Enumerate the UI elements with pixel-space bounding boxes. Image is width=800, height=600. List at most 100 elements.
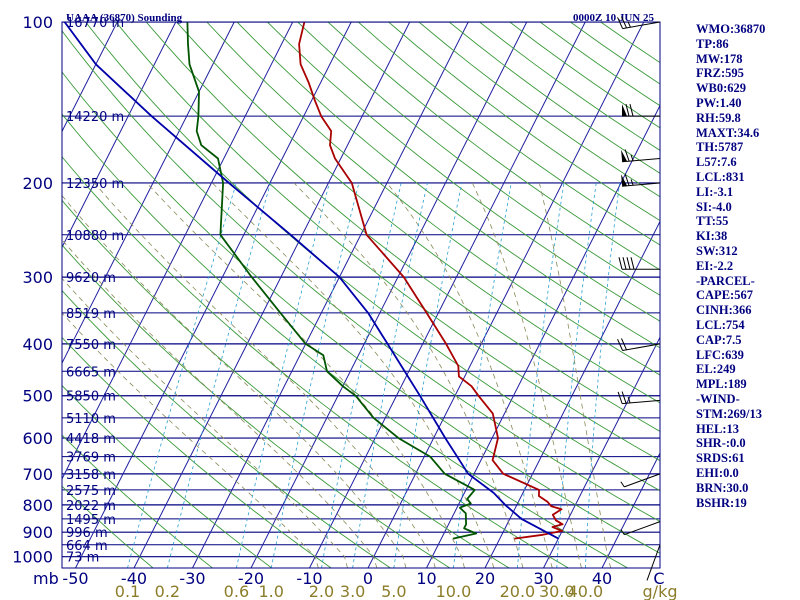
- pressure-tick-label: 300: [22, 268, 53, 287]
- isotherm-line: [0, 22, 59, 568]
- index-line: PW:1.40: [696, 95, 742, 110]
- index-line: BSHR:19: [696, 495, 747, 510]
- mixing-ratio-tick-label: 3.0: [340, 582, 365, 600]
- wind-barb-full: [626, 257, 631, 270]
- wind-barb-half: [630, 154, 634, 162]
- index-line: LCL:831: [696, 169, 745, 184]
- dry-adiabat-line: [62, 485, 154, 568]
- pressure-tick-label: 900: [22, 523, 53, 542]
- moist-adiabat-line: [539, 182, 612, 568]
- index-line: EHI:0.0: [696, 465, 739, 480]
- mixing-ratio-tick-label: 20.0: [500, 582, 536, 600]
- wind-barb-half: [627, 21, 631, 28]
- dry-adiabat-line: [358, 22, 660, 246]
- wind-barb-full: [618, 257, 623, 270]
- wind-barb: [646, 544, 661, 581]
- index-line: BRN:30.0: [696, 480, 749, 495]
- pressure-tick-label: 500: [22, 387, 53, 406]
- index-line: WMO:36870: [696, 22, 766, 36]
- index-line: LCL:754: [696, 317, 745, 332]
- grid-group: [0, 22, 660, 568]
- temperature-axis-unit: C: [653, 569, 664, 588]
- wind-barb: [617, 338, 661, 351]
- height-label: 4418 m: [66, 432, 116, 447]
- height-label: 2022 m: [66, 499, 116, 514]
- wind-barb-half: [627, 396, 631, 404]
- index-line: MW:178: [696, 51, 743, 66]
- wind-barb: [622, 104, 660, 117]
- mixing-ratio-tick-label: 5.0: [381, 582, 406, 600]
- temperature-tick-label: -50: [62, 569, 88, 588]
- pressure-tick-label: 600: [22, 429, 53, 448]
- moist-adiabat-line: [293, 182, 524, 568]
- height-label: 16770 m: [66, 16, 124, 31]
- mixing-ratio-line: [393, 182, 463, 568]
- index-line: MAXT:34.6: [696, 125, 760, 140]
- dry-adiabat-line: [62, 336, 332, 568]
- dry-adiabat-line: [327, 22, 660, 271]
- height-label: 3769 m: [66, 451, 116, 466]
- wind-barb-staff: [622, 343, 661, 351]
- isotherm-line: [62, 22, 118, 133]
- mixing-ratio-tick-label: 0.6: [224, 582, 249, 600]
- dewpoint-profile: [186, 22, 478, 540]
- wind-barb-staff: [622, 157, 661, 163]
- wind-barb-half: [620, 481, 625, 488]
- pressure-tick-label: 1000: [12, 548, 53, 567]
- mixing-ratio-line: [517, 182, 565, 568]
- temperature-tick-label: -20: [238, 569, 264, 588]
- chart-title: UAAA (36870) Sounding: [66, 12, 183, 24]
- height-label: 5850 m: [66, 390, 116, 405]
- index-line: CINH:366: [696, 303, 752, 318]
- wind-barb-full: [621, 338, 627, 351]
- index-line: SW:312: [696, 243, 738, 258]
- isotherm-line: [62, 22, 177, 249]
- chart-datetime: 0000Z 10 JUN 25: [573, 12, 654, 24]
- height-label: 6665 m: [66, 365, 116, 380]
- wind-barb-staff: [622, 182, 661, 187]
- wind-barb-full: [617, 17, 624, 29]
- isotherm-line: [543, 336, 660, 568]
- mixing-ratio-tick-label: 2.0: [309, 582, 334, 600]
- mixing-ratio-tick-label: 10.0: [436, 582, 472, 600]
- dry-adiabat-line: [62, 199, 510, 568]
- mixing-ratio-line: [167, 182, 271, 568]
- wind-barb-flag: [621, 149, 628, 162]
- wind-barb-full: [621, 16, 627, 29]
- index-line: FRZ:595: [696, 66, 744, 81]
- wind-barb-full: [622, 257, 627, 270]
- height-label: 73 m: [66, 551, 99, 566]
- wind-barb-flag: [622, 104, 627, 117]
- temperature-tick-label: 40: [592, 569, 612, 588]
- dry-adiabat-line: [62, 384, 273, 568]
- height-label: 664 m: [66, 539, 108, 554]
- wind-barb-full: [617, 391, 623, 404]
- wind-barb-full: [624, 149, 630, 162]
- wind-barb: [620, 473, 661, 488]
- temperature-profile: [298, 22, 564, 540]
- height-label: 7550 m: [66, 338, 116, 353]
- pressure-tick-label: 400: [22, 335, 53, 354]
- moist-adiabat-line: [62, 312, 319, 568]
- pressure-axis-unit: mb: [33, 569, 59, 588]
- wind-barb-group: [617, 16, 661, 581]
- height-label: 1495 m: [66, 513, 116, 528]
- index-line: L57:7.6: [696, 155, 737, 170]
- mixing-ratio-tick-label: 30.0: [539, 582, 575, 600]
- mixing-ratio-line: [321, 182, 402, 568]
- mixing-ratio-tick-label: 1.0: [258, 582, 283, 600]
- height-label: 12350 m: [66, 177, 124, 192]
- index-line: LI:-3.1: [696, 184, 734, 199]
- isotherm-line: [367, 22, 645, 568]
- index-line: -WIND-: [696, 391, 740, 406]
- mixing-ratio-line: [453, 182, 512, 568]
- index-line: EI:-2.2: [696, 258, 734, 273]
- moist-adiabat-line: [62, 239, 378, 568]
- sounding-indices-panel: WMO:36870 TP:86 MW:178 FRZ:595 WB0:629 PW:1.4…: [696, 22, 800, 510]
- height-label: 996 m: [66, 526, 108, 541]
- isotherm-line: [484, 220, 660, 568]
- index-line: RH:59.8: [696, 110, 741, 125]
- temperature-tick-label: 20: [475, 569, 495, 588]
- wind-barb-half: [620, 529, 625, 535]
- isotherm-line: [62, 22, 294, 481]
